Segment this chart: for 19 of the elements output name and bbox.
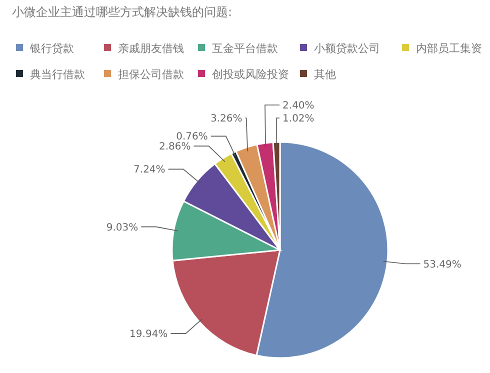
legend-label: 小额贷款公司 <box>314 42 380 55</box>
legend-label: 银行贷款 <box>29 42 74 55</box>
chart-title: 小微企业主通过哪些方式解决缺钱的问题: <box>12 5 232 19</box>
legend-label: 担保公司借款 <box>118 68 184 81</box>
data-label: 3.26% <box>210 114 242 124</box>
legend-label: 亲戚朋友借钱 <box>118 42 184 55</box>
data-label: 0.76% <box>176 132 208 143</box>
legend-label: 典当行借款 <box>30 68 85 81</box>
legend-label: 创投或风险投资 <box>212 68 289 81</box>
data-label: 53.49% <box>423 259 462 270</box>
legend-label: 互金平台借款 <box>212 42 278 55</box>
data-label: 1.02% <box>282 114 314 124</box>
data-label: 9.03% <box>106 222 138 234</box>
data-label: 19.94% <box>130 329 168 340</box>
data-label: 2.40% <box>282 100 314 112</box>
data-label: 2.86% <box>159 142 191 153</box>
legend-label: 内部员工集资 <box>416 42 482 55</box>
data-label: 7.24% <box>134 164 166 176</box>
legend-label: 其他 <box>314 68 336 81</box>
